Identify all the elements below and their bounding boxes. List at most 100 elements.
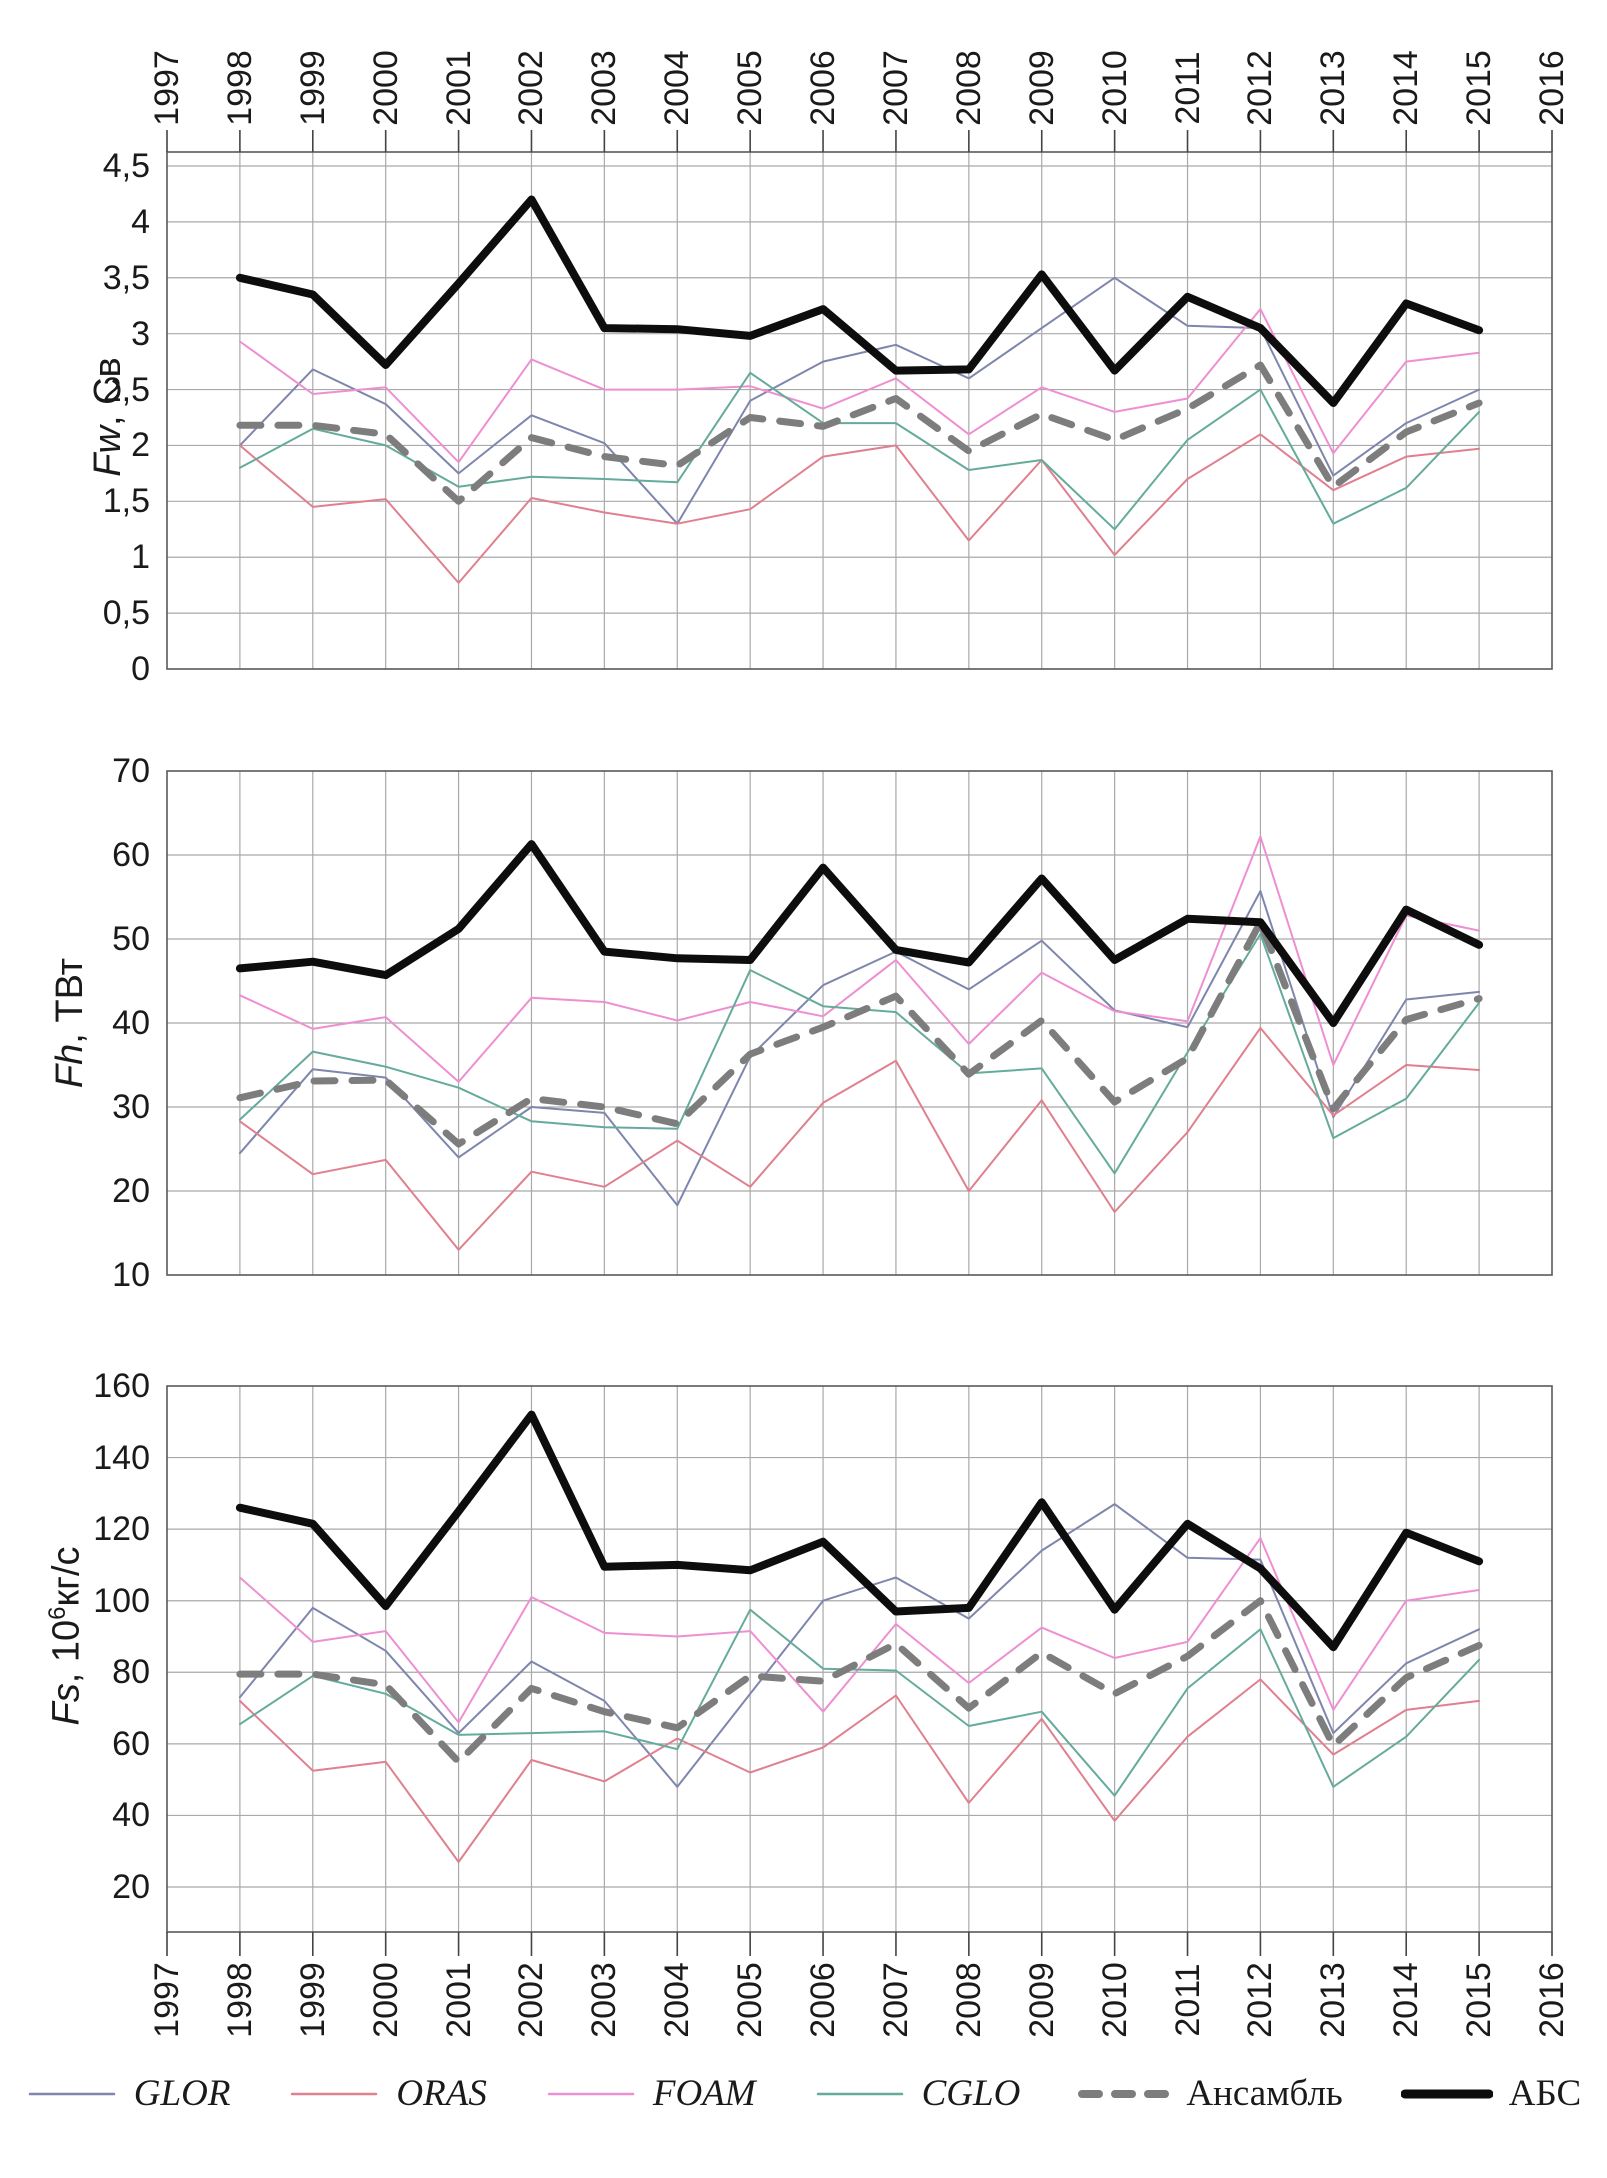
x-tick-label: 2004 (658, 50, 697, 126)
y-tick-label: 70 (112, 752, 150, 790)
x-tick-label: 2015 (1460, 1962, 1499, 2038)
legend-item-FOAM: FOAM (545, 2072, 756, 2115)
y-tick-label: 100 (93, 1581, 150, 1620)
series-line-АБС (235, 840, 1484, 1027)
x-tick-label: 2012 (1241, 1962, 1280, 2038)
y-tick-label: 10 (112, 1256, 150, 1294)
y-axis-title-part: Fs (45, 1683, 88, 1726)
plot-border (166, 770, 1553, 1276)
chart-2 (166, 1385, 1553, 1956)
series-line-Ансамбль (236, 361, 1483, 505)
x-tick-label: 2015 (1460, 50, 1499, 126)
x-tick-label: 2000 (366, 1962, 405, 2038)
x-tick-label: 1999 (293, 1962, 332, 2038)
legend-swatch-thin-line-icon (28, 2092, 116, 2095)
legend: GLOR ORAS FOAM CGLO Ансамбль АБС (0, 2072, 1607, 2115)
y-tick-label: 30 (112, 1088, 150, 1126)
x-tick-label: 2002 (512, 1962, 551, 2038)
legend-label: Ансамбль (1186, 2073, 1343, 2114)
x-tick-label: 2006 (804, 1962, 843, 2038)
y-axis-title-part: , Св (87, 357, 129, 427)
x-tick-label: 2016 (1533, 50, 1571, 126)
x-tick-label: 2006 (804, 50, 843, 126)
legend-swatch-thick-line-icon (1400, 2089, 1493, 2098)
x-tick-label: 1997 (148, 50, 186, 126)
x-tick-label: 1997 (148, 1962, 186, 2038)
x-tick-label: 2000 (366, 50, 405, 126)
x-tick-label: 2001 (439, 50, 478, 126)
series-line-Ансамбль (236, 1597, 1483, 1766)
y-tick-label: 20 (112, 1172, 150, 1210)
x-tick-label: 2005 (731, 1962, 770, 2038)
y-axis-title-part: , ТВт (49, 957, 91, 1044)
legend-swatch-dashed-line-icon (1078, 2089, 1171, 2098)
y-tick-label: 0 (131, 650, 150, 688)
series-line-GLOR (238, 890, 1481, 1207)
y-axis-title-part: 6 (44, 1606, 71, 1620)
y-tick-label: 160 (93, 1367, 150, 1405)
legend-swatch-thin-line-icon (547, 2092, 635, 2095)
x-tick-label: 2003 (585, 50, 624, 126)
x-tick-label: 2008 (949, 1962, 988, 2038)
chart-1 (166, 770, 1553, 1276)
series-line-АБС (235, 195, 1484, 407)
series-line-FOAM (238, 1537, 1481, 1724)
series-line-FOAM (238, 835, 1481, 1083)
x-tick-label: 2003 (585, 1962, 624, 2038)
x-tick-label: 2008 (949, 50, 988, 126)
x-tick-label: 2002 (512, 50, 551, 126)
legend-label: АБС (1508, 2073, 1582, 2114)
plot-border (166, 151, 1553, 670)
y-axis-title-fw: Fw, Св (85, 207, 131, 627)
series-line-FOAM (238, 308, 1481, 464)
y-axis-title-fh: Fh, ТВт (47, 813, 93, 1233)
y-tick-label: 4 (131, 202, 150, 241)
series-line-ORAS (238, 1027, 1481, 1251)
legend-swatch-thin-line-icon (816, 2092, 903, 2095)
series-line-ORAS (238, 1678, 1481, 1863)
x-tick-label: 2004 (658, 1962, 697, 2038)
legend-item-ORAS: ORAS (288, 2072, 487, 2115)
y-tick-label: 40 (112, 1796, 150, 1835)
x-tick-label: 2007 (876, 50, 915, 126)
x-tick-label: 2014 (1387, 1962, 1426, 2038)
x-tick-label: 2013 (1314, 1962, 1353, 2038)
y-tick-label: 2 (131, 426, 150, 465)
y-tick-label: 3 (131, 314, 150, 353)
legend-label: FOAM (652, 2073, 756, 2114)
x-tick-label: 2014 (1387, 50, 1426, 126)
x-tick-label: 1999 (293, 50, 332, 126)
legend-label: ORAS (396, 2073, 487, 2114)
y-tick-label: 2,5 (102, 370, 150, 409)
y-axis-title-part: Fw (87, 426, 129, 477)
plot-border (166, 1385, 1553, 1933)
x-tick-label: 2001 (439, 1962, 478, 2038)
series-line-GLOR (238, 276, 1481, 525)
x-tick-label: 2005 (731, 50, 770, 126)
y-axis-title-part: кг/с (45, 1546, 88, 1607)
legend-swatch-thin-line-icon (291, 2092, 378, 2095)
y-axis-title-part: , 10 (45, 1619, 88, 1684)
x-tick-label: 2010 (1095, 50, 1134, 126)
y-tick-label: 1 (131, 538, 150, 577)
series-line-АБС (235, 1410, 1484, 1652)
series-line-Ансамбль (236, 918, 1483, 1148)
x-tick-label: 1998 (220, 50, 259, 126)
series-line-ORAS (238, 433, 1481, 584)
y-tick-label: 80 (112, 1653, 150, 1692)
y-tick-label: 60 (112, 836, 150, 874)
x-tick-label: 2011 (1168, 51, 1207, 125)
x-tick-label: 1998 (220, 1962, 259, 2038)
legend-item-АБС: АБС (1400, 2072, 1582, 2115)
y-tick-label: 40 (112, 1004, 150, 1042)
legend-item-CGLO: CGLO (814, 2072, 1020, 2115)
series-line-CGLO (238, 371, 1481, 531)
x-tick-label: 2013 (1314, 50, 1353, 126)
y-tick-label: 4,5 (102, 147, 150, 185)
legend-item-Ансамбль: Ансамбль (1078, 2072, 1343, 2115)
legend-label: GLOR (133, 2073, 231, 2114)
x-tick-label: 2010 (1095, 1962, 1134, 2038)
series-line-GLOR (238, 1503, 1481, 1788)
